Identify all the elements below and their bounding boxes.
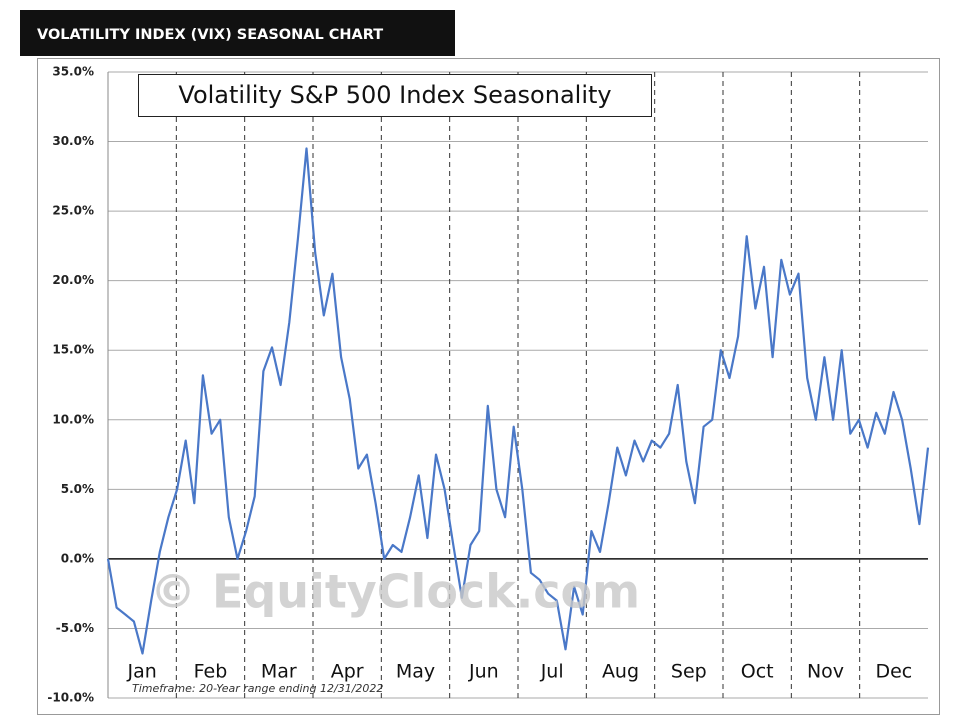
x-tick-label: Sep: [671, 661, 707, 683]
x-tick-label: Mar: [261, 661, 297, 683]
x-tick-label: Jan: [127, 661, 157, 683]
x-tick-label: Aug: [602, 661, 639, 683]
x-tick-label: Jun: [468, 661, 499, 683]
y-tick-label: 10.0%: [52, 412, 94, 426]
y-tick-label: -5.0%: [56, 621, 94, 635]
y-tick-label: 35.0%: [52, 65, 94, 79]
x-tick-label: May: [396, 661, 435, 683]
x-tick-label: Jul: [540, 661, 564, 683]
x-tick-label: Apr: [331, 661, 364, 683]
y-tick-label: 30.0%: [52, 134, 94, 148]
x-tick-label: Feb: [194, 661, 228, 683]
y-tick-label: 20.0%: [52, 273, 94, 287]
y-tick-label: 15.0%: [52, 343, 94, 357]
y-tick-label: -10.0%: [47, 691, 94, 705]
x-tick-label: Nov: [807, 661, 844, 683]
plot: -10.0% -5.0% 0.0% 5.0% 10.0% 15.0% 20.0% 25.0% 3…: [47, 65, 930, 705]
y-tick-label: 25.0%: [52, 204, 94, 218]
x-tick-label: Oct: [741, 661, 774, 683]
header-title: VOLATILITY INDEX (VIX) SEASONAL CHART: [37, 27, 383, 43]
footnote: Timeframe: 20-Year range ending 12/31/20…: [132, 682, 383, 695]
series-line: [106, 147, 930, 655]
title-box: [138, 74, 652, 117]
y-tick-label: 0.0%: [61, 551, 94, 565]
x-tick-label: Dec: [875, 661, 912, 683]
chart-title: Volatility S&P 500 Index Seasonality: [178, 81, 611, 109]
header-box: [20, 10, 455, 56]
chart-frame: [37, 58, 940, 715]
y-tick-label: 5.0%: [61, 482, 94, 496]
watermark: © EquityClock.com: [150, 565, 640, 619]
